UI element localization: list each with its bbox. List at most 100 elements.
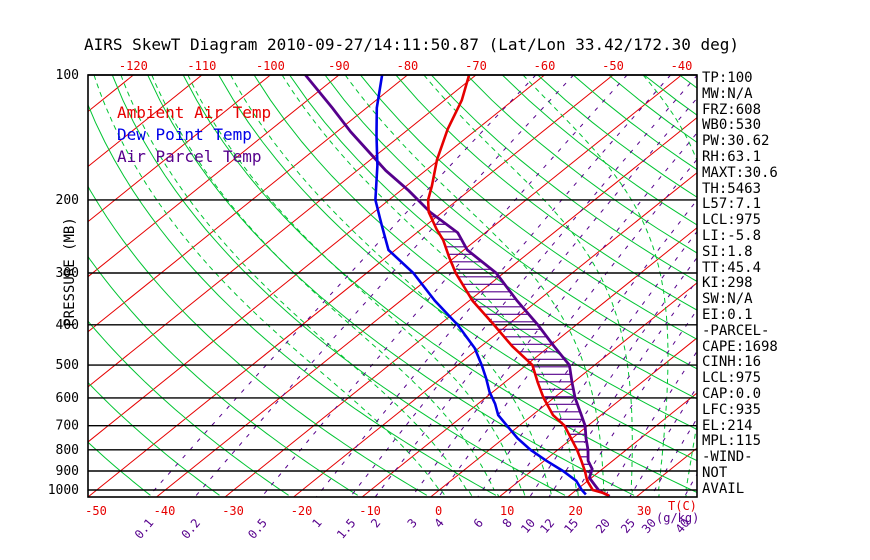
isotherm-line	[156, 75, 682, 497]
mixing-ratio-tick-label: 6	[471, 516, 486, 531]
moist-adiabat-line	[93, 75, 447, 497]
dry-adiabat-line	[88, 255, 358, 496]
dew-point-temp-curve	[374, 75, 587, 496]
parameter-line: RH:63.1	[702, 148, 762, 165]
dry-adiabat-line	[395, 75, 697, 311]
parameter-line: CAPE:1698	[702, 338, 778, 355]
parameter-line: MW:N/A	[702, 85, 753, 102]
moist-adiabat-line	[522, 75, 669, 497]
isotherm-line	[88, 75, 408, 333]
dry-adiabat-line	[88, 185, 428, 496]
mixing-ratio-line	[529, 256, 697, 497]
mixing-ratio-line	[548, 279, 697, 497]
parameter-line: WB0:530	[702, 117, 762, 134]
dry-adiabat-line	[324, 75, 697, 370]
dry-adiabat-line	[360, 75, 697, 340]
pressure-axis-label: PRESSURE (MB)	[62, 217, 78, 327]
pressure-tick-label: 200	[56, 193, 79, 208]
parameter-line: TH:5463	[702, 180, 762, 197]
bottom-temp-tick-label: -20	[291, 504, 313, 518]
isotherm-line	[224, 116, 697, 497]
mixing-ratio-tick-label: 0.2	[179, 516, 204, 542]
isotherm-line	[88, 75, 477, 388]
dry-adiabat-line	[182, 75, 697, 494]
mixing-ratio-tick-label: 3	[405, 516, 420, 531]
parameter-line: SI:1.8	[702, 243, 753, 260]
mixing-ratio-line	[349, 75, 697, 497]
parameter-line: MAXT:30.6	[702, 164, 778, 181]
mixing-ratio-tick-label: 20	[593, 516, 613, 536]
parameter-line: LFC:935	[702, 401, 762, 418]
bottom-temp-tick-label: -50	[85, 504, 107, 518]
parameter-line: FRZ:608	[702, 101, 762, 118]
isotherm-line	[88, 75, 545, 443]
dry-adiabat-line	[466, 75, 697, 254]
isotherm-line	[88, 75, 340, 278]
parameter-line: L57:7.1	[702, 196, 762, 213]
isotherm-line	[88, 75, 614, 497]
mixing-ratio-line	[374, 97, 697, 497]
top-temp-tick-label: -80	[397, 59, 419, 73]
pressure-tick-label: 300	[56, 266, 79, 281]
parameter-line: -PARCEL-	[702, 322, 770, 339]
parameter-line: TP:100	[702, 70, 753, 86]
pressure-tick-label: 600	[56, 391, 79, 406]
top-temp-tick-label: -50	[602, 59, 624, 73]
parameter-line: KI:298	[702, 275, 753, 292]
top-temp-tick-label: -60	[534, 59, 556, 73]
mixing-ratio-tick-label: 0.5	[245, 516, 270, 542]
pressure-tick-label: 800	[56, 443, 79, 458]
top-temp-tick-label: -120	[119, 59, 148, 73]
dry-adiabat-line	[218, 75, 697, 462]
parameter-line: EI:0.1	[702, 306, 753, 323]
isotherm-line	[361, 227, 697, 497]
isotherm-line	[88, 75, 203, 168]
top-temp-tick-label: -110	[187, 59, 216, 73]
moist-adiabat-line	[230, 75, 553, 497]
isotherm-line	[88, 75, 271, 223]
top-temp-tick-label: -70	[465, 59, 487, 73]
mixing-ratio-tick-label: 2	[368, 516, 383, 531]
parameter-line: CAP:0.0	[702, 385, 762, 402]
cape-hatch	[431, 216, 591, 473]
dry-adiabat-line	[111, 75, 566, 496]
moist-adiabat-line	[187, 75, 526, 497]
dry-adiabat-line	[253, 75, 697, 431]
parameter-line: TT:45.4	[702, 259, 762, 276]
parameter-line: LCL:975	[702, 370, 762, 387]
parameter-line: AVAIL	[702, 480, 745, 497]
mixing-ratio-line	[629, 386, 697, 497]
parameter-line: NOT	[702, 464, 728, 481]
mixing-ratio-tick-label: 12	[537, 516, 557, 536]
moist-adiabat-line	[344, 75, 606, 497]
parameter-line: LCL:975	[702, 212, 762, 229]
mixing-ratio-tick-label: 10	[518, 516, 538, 536]
bottom-temp-tick-label: -10	[359, 504, 381, 518]
pressure-tick-label: 400	[56, 318, 79, 333]
mixing-ratio-axis-unit: (g/kg)	[656, 511, 700, 525]
parameter-line: EL:214	[702, 417, 753, 434]
mixing-ratio-line	[315, 75, 671, 497]
legend-item: Air Parcel Temp	[117, 147, 262, 166]
pressure-tick-label: 900	[56, 464, 79, 479]
mixing-ratio-tick-label: 8	[500, 516, 515, 531]
bottom-temp-tick-label: 0	[435, 504, 442, 518]
bottom-temp-tick-label: 10	[500, 504, 514, 518]
bottom-temp-tick-label: -30	[222, 504, 244, 518]
dry-adiabat-line	[88, 320, 289, 496]
isotherm-line	[430, 282, 697, 497]
legend: Ambient Air Temp Dew Point Temp Air Parcel…	[117, 102, 271, 168]
pressure-tick-label: 700	[56, 419, 79, 434]
pressure-tick-label: 500	[56, 358, 79, 373]
mixing-ratio-tick-label: 1.5	[334, 516, 359, 542]
dry-adiabat-line	[88, 381, 220, 496]
parameter-line: SW:N/A	[702, 291, 753, 308]
bottom-temp-tick-label: 30	[637, 504, 651, 518]
legend-item: Ambient Air Temp	[117, 103, 272, 122]
dry-adiabat-line	[147, 75, 635, 496]
top-temp-tick-label: -90	[328, 59, 350, 73]
legend-item: Dew Point Temp	[117, 125, 252, 144]
moist-adiabat-line	[151, 75, 500, 497]
parameter-line: CINH:16	[702, 354, 762, 371]
